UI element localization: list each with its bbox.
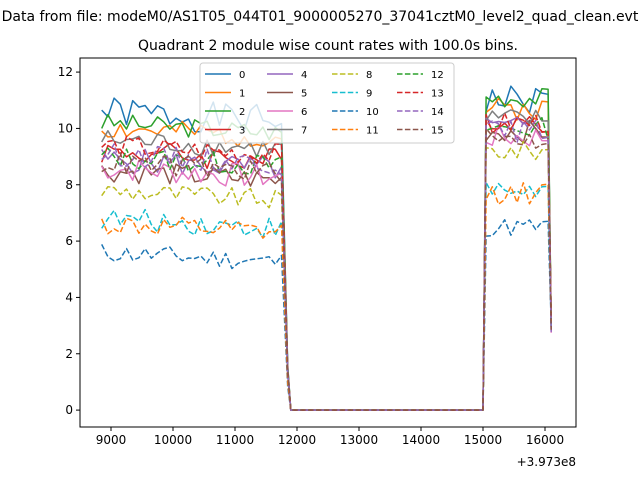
x-tick-label: 9000	[96, 433, 127, 447]
x-tick-label: 11000	[216, 433, 254, 447]
y-tick-label: 12	[58, 65, 73, 79]
series-14-line	[101, 119, 552, 411]
series-15-line	[101, 128, 552, 411]
y-tick-label: 2	[65, 347, 73, 361]
legend-label: 1	[239, 89, 245, 100]
series-4-line	[101, 116, 552, 411]
legend-label: 2	[239, 107, 245, 118]
series-9-line	[101, 181, 552, 411]
x-tick-label: 10000	[154, 433, 192, 447]
y-tick-label: 6	[65, 234, 73, 248]
legend-label: 8	[366, 70, 372, 81]
y-tick-label: 0	[65, 403, 73, 417]
series-6-line	[101, 123, 552, 411]
y-tick-label: 4	[65, 290, 73, 304]
legend-label: 5	[301, 89, 307, 100]
series-11-line	[101, 182, 552, 411]
x-axis: 9000 10000 11000 12000 13000 14000 15000 16000	[96, 427, 564, 447]
legend-label: 3	[239, 126, 245, 137]
legend-frame	[199, 62, 455, 144]
legend-label: 0	[239, 70, 245, 81]
legend-label: 9	[366, 89, 372, 100]
figure-suptitle: Data from file: modeM0/AS1T05_044T01_900…	[2, 9, 639, 25]
x-offset-label: +3.973e8	[517, 455, 576, 469]
x-tick-label: 12000	[278, 433, 316, 447]
legend-label: 7	[301, 126, 307, 137]
chart-title: Quadrant 2 module wise count rates with …	[138, 38, 518, 54]
legend-label: 6	[301, 107, 307, 118]
y-tick-label: 10	[58, 121, 73, 135]
series-8-line	[101, 140, 552, 411]
legend-label: 12	[431, 70, 444, 81]
series-10-line	[101, 219, 552, 411]
legend-label: 13	[431, 89, 444, 100]
y-tick-label: 8	[65, 178, 73, 192]
series-12-line	[101, 116, 552, 411]
x-tick-label: 16000	[526, 433, 564, 447]
series-7-line	[101, 109, 552, 411]
legend-label: 4	[301, 70, 307, 81]
series-layer	[100, 85, 552, 411]
plot-frame	[79, 57, 577, 428]
legend-label: 14	[431, 107, 444, 118]
x-tick-label: 15000	[464, 433, 502, 447]
series-13-line	[101, 112, 552, 411]
y-axis: 0 2 4 6 8 10 12	[58, 65, 80, 417]
legend-label: 10	[366, 107, 379, 118]
legend-label: 11	[366, 126, 379, 137]
x-tick-label: 13000	[340, 433, 378, 447]
x-tick-label: 14000	[402, 433, 440, 447]
legend-label: 15	[431, 126, 444, 137]
